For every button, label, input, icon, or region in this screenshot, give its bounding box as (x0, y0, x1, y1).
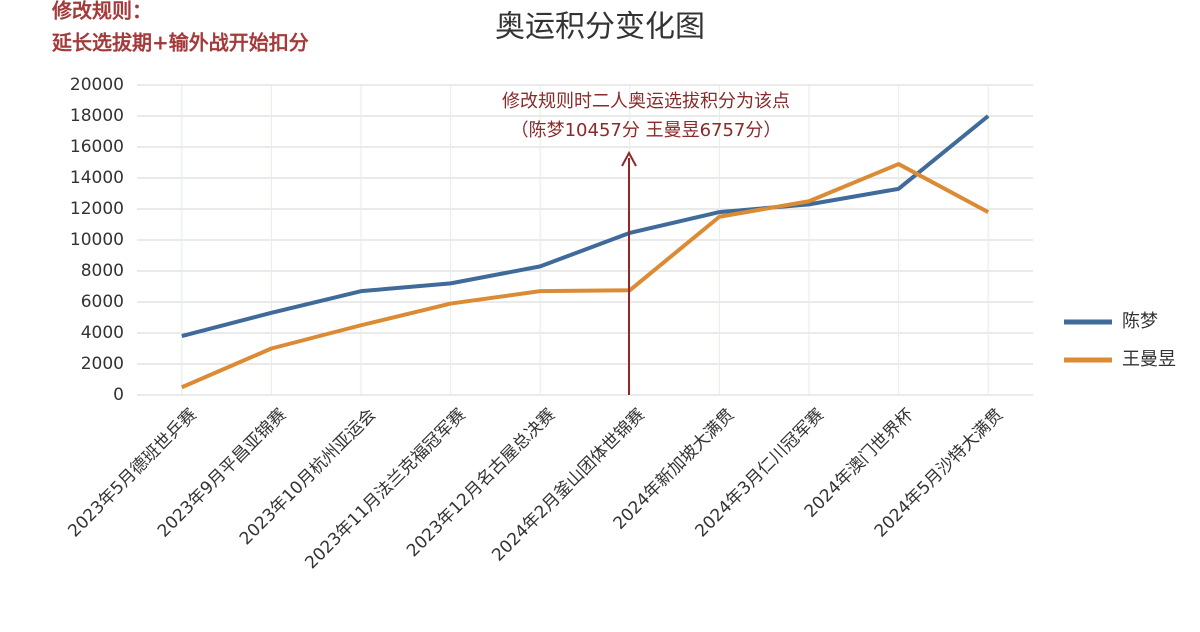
x-tick-label: 2023年11月法兰克福冠军赛 (301, 404, 470, 573)
y-tick-label: 18000 (70, 106, 124, 126)
x-tick-label: 2024年2月釜山团体世锦赛 (488, 404, 649, 565)
plot: 0 2000 4000 6000 8000 10000 12000 14000 16000 180… (64, 75, 1176, 573)
y-tick-label: 10000 (70, 230, 124, 250)
series-line (181, 114, 990, 339)
chart-title: 奥运积分变化图 (495, 10, 705, 45)
note: 延长选拔期+输外战开始扣分 (51, 31, 309, 55)
annotation: 修改规则时二人奥运选拔积分为该点 (502, 91, 790, 112)
y-tick-label: 20000 (70, 75, 124, 95)
series-line (181, 162, 990, 390)
y-tick-label: 2000 (81, 354, 124, 374)
y-tick-label: 8000 (81, 261, 124, 281)
annotation: （陈梦10457分 王曼昱6757分） (511, 120, 782, 141)
legend-label: 陈梦 (1122, 311, 1158, 332)
x-tick-label: 2023年12月名古屋总决赛 (402, 404, 559, 561)
note: 修改规则： (51, 0, 152, 23)
legend-label: 王曼昱 (1122, 349, 1176, 370)
arrow-head (621, 150, 637, 167)
y-tick-label: 4000 (81, 323, 124, 343)
y-tick-label: 0 (113, 385, 124, 405)
y-tick-label: 14000 (70, 168, 124, 188)
y-tick-label: 16000 (70, 137, 124, 157)
y-tick-label: 6000 (81, 292, 124, 312)
y-tick-label: 12000 (70, 199, 124, 219)
